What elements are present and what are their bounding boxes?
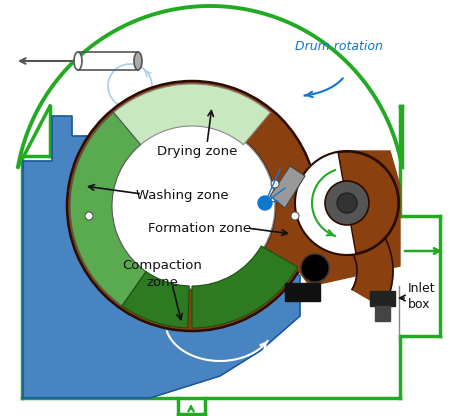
Polygon shape	[23, 116, 300, 398]
Polygon shape	[375, 306, 390, 321]
Text: Drying zone: Drying zone	[157, 144, 237, 158]
Polygon shape	[320, 198, 393, 307]
Text: Washing zone: Washing zone	[136, 190, 228, 203]
Circle shape	[291, 212, 299, 220]
Text: Inlet
box: Inlet box	[408, 282, 436, 310]
Ellipse shape	[74, 52, 82, 70]
Wedge shape	[192, 246, 298, 328]
Polygon shape	[285, 283, 320, 301]
Wedge shape	[122, 272, 189, 328]
Circle shape	[85, 212, 93, 220]
Circle shape	[337, 193, 357, 213]
Text: Compaction
zone: Compaction zone	[122, 260, 202, 289]
Circle shape	[301, 254, 329, 282]
Ellipse shape	[134, 52, 142, 70]
Polygon shape	[270, 166, 305, 208]
Polygon shape	[370, 291, 395, 306]
Text: Formation zone: Formation zone	[149, 221, 251, 235]
Wedge shape	[70, 113, 146, 306]
Text: Drum rotation: Drum rotation	[295, 40, 383, 52]
Circle shape	[109, 123, 275, 289]
Circle shape	[258, 196, 272, 210]
Circle shape	[271, 180, 279, 188]
Wedge shape	[67, 81, 317, 331]
Circle shape	[295, 151, 399, 255]
Wedge shape	[113, 84, 270, 145]
Wedge shape	[338, 152, 398, 253]
Circle shape	[325, 181, 369, 225]
Polygon shape	[295, 151, 400, 286]
